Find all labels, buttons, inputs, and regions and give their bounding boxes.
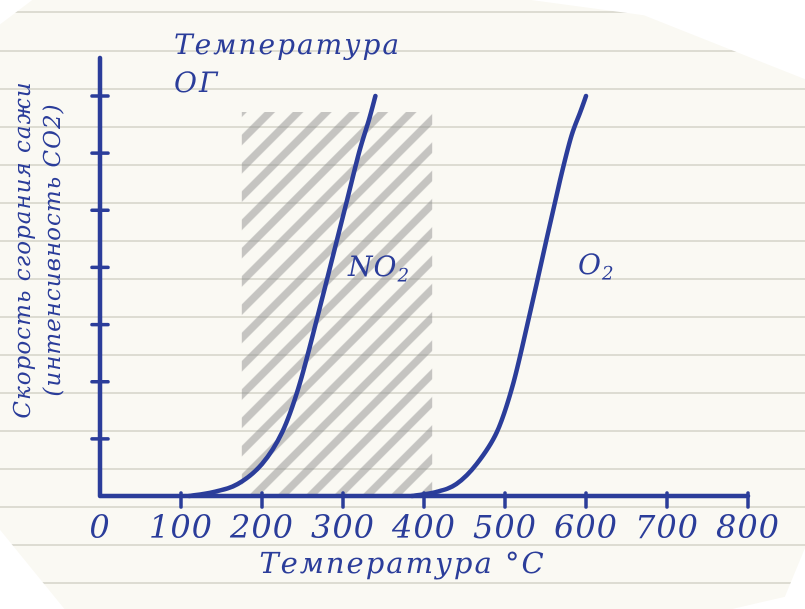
y-axis-label-line1: Скорость сгорания сажи [10, 81, 36, 419]
x-tick-label: 200 [229, 508, 294, 546]
x-tick-label: 800 [716, 508, 780, 546]
series-label-no2-subscript: 2 [397, 265, 411, 287]
x-tick-label: 100 [149, 508, 213, 546]
x-tick-label: 400 [391, 508, 456, 546]
series-curve-o2 [409, 93, 589, 499]
chart-top-label-line2: ОГ [174, 66, 220, 99]
series-label-no2: NO2 [348, 250, 410, 286]
series-label-o2-subscript: 2 [601, 263, 615, 285]
chart-top-label: Температура ОГ [174, 26, 401, 102]
hatch-region [241, 112, 433, 496]
series-curve-no2 [186, 93, 378, 499]
series-label-no2-text: NO [348, 250, 398, 283]
series-label-o2: O2 [578, 248, 615, 284]
chart-top-label-line1: Температура [174, 28, 402, 61]
axes [97, 55, 751, 499]
x-tick-label: 0 [89, 508, 110, 546]
x-tick-label: 300 [311, 508, 375, 546]
y-axis-label-line2: (интенсивность CO2) [40, 103, 66, 397]
x-axis-title: Температура °C [259, 546, 546, 580]
x-tick-label: 700 [635, 508, 699, 546]
x-tick-label: 600 [554, 508, 618, 546]
y-axis-label: Скорость сгорания сажи (интенсивность CO… [8, 40, 68, 460]
series-label-o2-text: O [578, 248, 602, 281]
x-tick-label: 500 [473, 508, 537, 546]
